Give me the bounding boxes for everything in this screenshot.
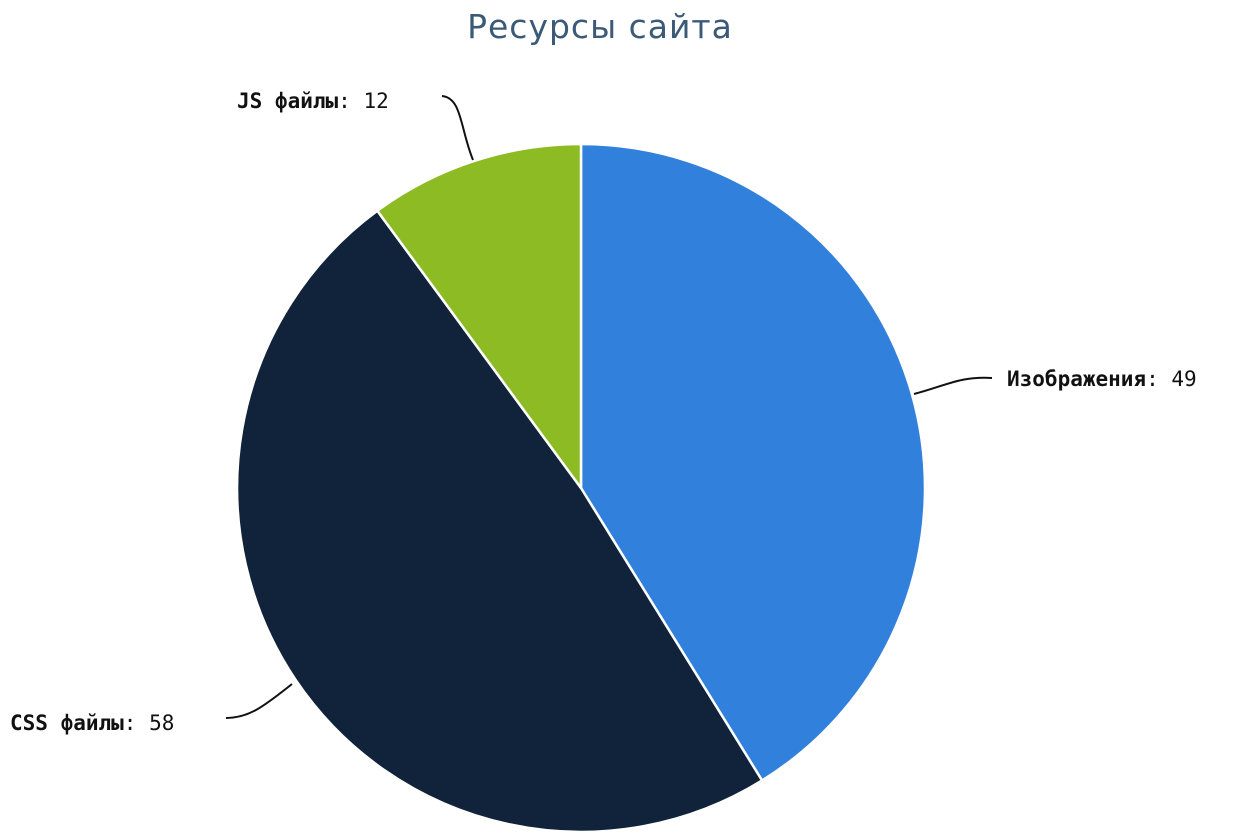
pie-slices [235, 142, 927, 832]
data-label-css-files: CSS файлы: 58 [10, 711, 174, 735]
data-label-images: Изображения: 49 [1007, 367, 1197, 391]
data-label-css-files-name: CSS файлы [10, 711, 124, 735]
chart-title: Ресурсы сайта [467, 7, 733, 46]
connector-images [913, 376, 993, 395]
connector-css-files [225, 683, 293, 719]
data-label-images-value: 49 [1171, 367, 1196, 391]
slice-images[interactable] [579, 142, 927, 782]
data-label-js-files-value: 12 [363, 89, 388, 113]
connector-js-files [441, 95, 474, 161]
data-label-css-files-value: 58 [149, 711, 174, 735]
data-labels: Изображения: 49 CSS файлы: 58 JS файлы: … [10, 89, 1197, 735]
data-label-js-files-name: JS файлы [237, 89, 339, 113]
slice-js-files[interactable] [376, 142, 583, 490]
slice-css-files[interactable] [235, 209, 764, 832]
data-label-images-name: Изображения [1007, 367, 1146, 391]
data-label-js-files: JS файлы: 12 [237, 89, 389, 113]
